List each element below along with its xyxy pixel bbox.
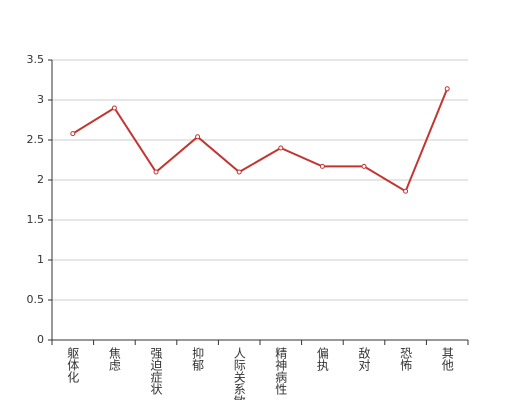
y-tick-label: 0.5 xyxy=(27,293,45,306)
point xyxy=(278,145,284,151)
point xyxy=(70,131,76,137)
point xyxy=(319,163,325,169)
point xyxy=(195,134,201,140)
y-tick-label: 1.5 xyxy=(27,213,45,226)
x-tick-label: 焦虑 xyxy=(107,347,121,371)
y-tick-label: 2.5 xyxy=(27,133,45,146)
point xyxy=(153,169,159,175)
point xyxy=(236,169,242,175)
point xyxy=(403,188,409,194)
y-tick-label: 3 xyxy=(37,93,44,106)
point xyxy=(444,86,450,92)
y-tick-label: 1 xyxy=(37,253,44,266)
point xyxy=(361,163,367,169)
y-tick-label: 0 xyxy=(37,333,44,346)
line xyxy=(72,88,449,193)
x-tick-label: 人际关系敏感 xyxy=(232,347,246,400)
x-tick-label: 其他 xyxy=(440,347,454,371)
x-tick-label: 恐怖 xyxy=(399,347,413,371)
y-tick-label: 2 xyxy=(37,173,44,186)
x-tick-label: 敌对 xyxy=(357,346,371,371)
x-tick-label: 强迫症状 xyxy=(149,347,163,395)
x-tick-label: 精神病性 xyxy=(274,347,288,396)
x-tick-label: 躯体化 xyxy=(66,346,80,384)
y-tick-label: 3.5 xyxy=(27,53,45,66)
point xyxy=(111,105,117,111)
x-tick-label: 抑郁 xyxy=(191,346,205,372)
x-tick-label: 偏执 xyxy=(315,346,329,372)
